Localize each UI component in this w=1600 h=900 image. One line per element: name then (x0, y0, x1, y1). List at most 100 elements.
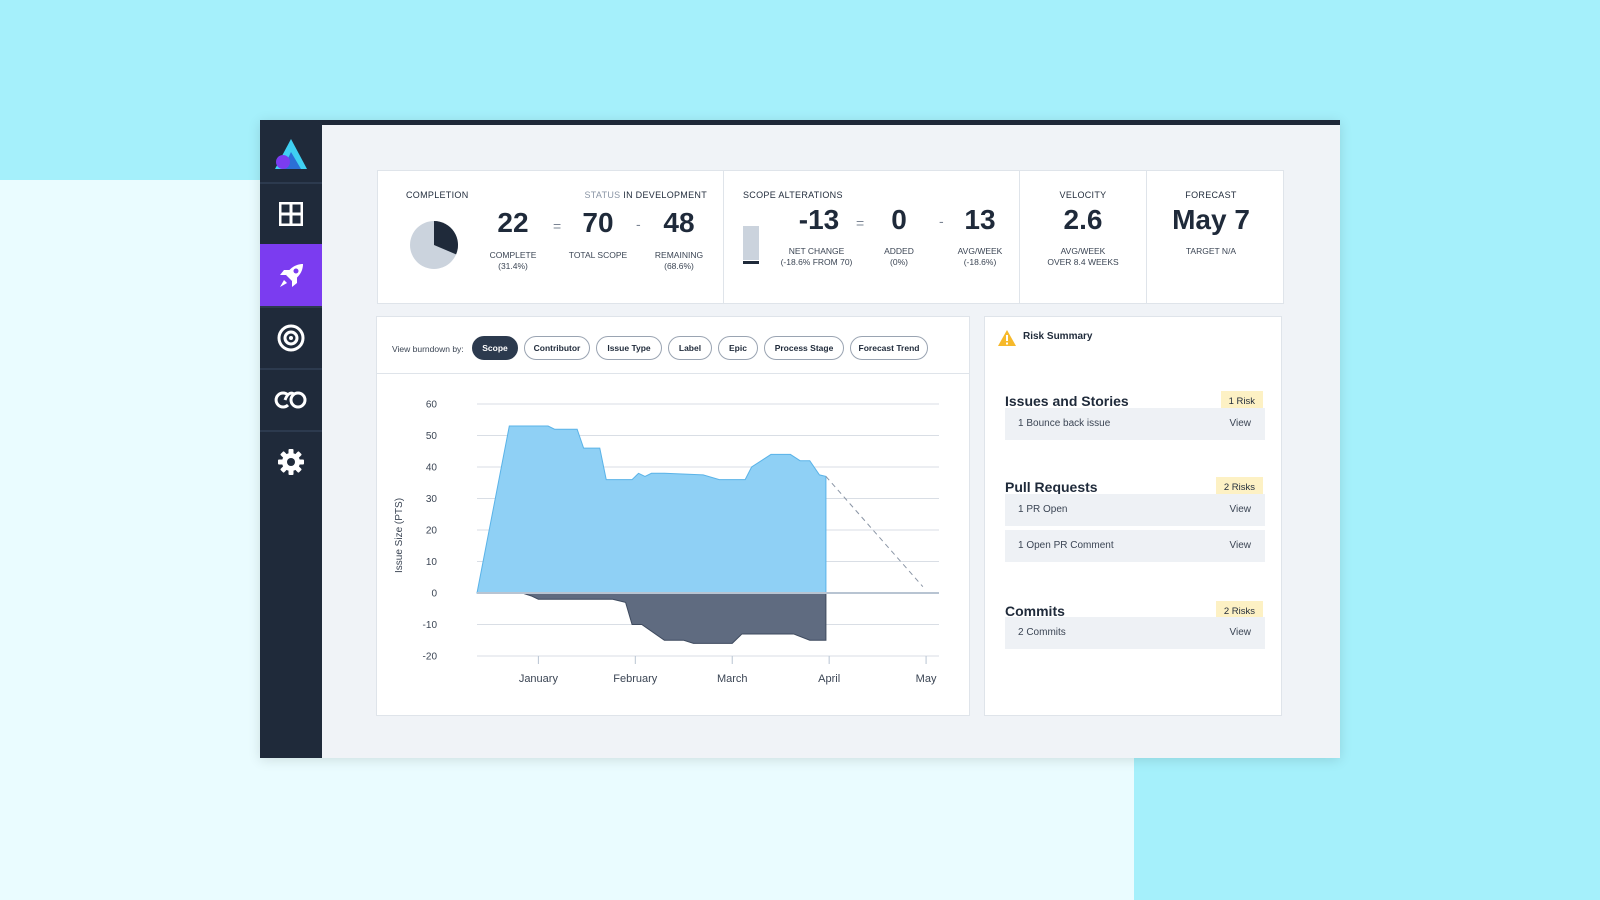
sidebar-item-integrations[interactable] (260, 368, 322, 430)
scope-alterations-section: SCOPE ALTERATIONS -13 = 0 - 13 NET CHANG… (724, 171, 1019, 303)
app-logo[interactable] (260, 125, 322, 182)
scope-bar-baseline (743, 261, 759, 264)
added-sub: (0%) (890, 257, 908, 267)
total-scope-value: 70 (582, 207, 614, 238)
risk-count-badge: 2 Risks (1215, 477, 1263, 497)
burndown-chart: 60 50 40 30 20 10 0 -10 -20 January February March… (394, 400, 939, 685)
forecast-value: May 7 (1172, 204, 1250, 235)
forecast-label: FORECAST (1185, 190, 1237, 200)
risk-row-text: 2 Commits (1018, 627, 1066, 638)
remaining-value: 48 (663, 207, 695, 238)
risk-row-text: 1 Open PR Comment (1018, 540, 1114, 551)
view-link[interactable]: View (1229, 504, 1252, 515)
warning-icon (998, 330, 1016, 346)
y-tick-label: 10 (426, 557, 438, 568)
window-top-bar (260, 120, 1340, 125)
link-loop-icon (274, 391, 307, 409)
filter-pill-process-stage[interactable]: Process Stage (764, 336, 844, 360)
risk-row[interactable]: 2 Commits View (1005, 617, 1265, 649)
sidebar-item-settings[interactable] (260, 430, 322, 492)
remaining-label: REMAINING (654, 250, 704, 260)
velocity-sub1: AVG/WEEK (1060, 246, 1106, 256)
filter-pill-epic[interactable]: Epic (718, 336, 758, 360)
sidebar-item-goals[interactable] (260, 306, 322, 368)
risk-row[interactable]: 1 Bounce back issue View (1005, 408, 1265, 440)
risk-row[interactable]: 1 PR Open View (1005, 494, 1265, 526)
stats-divider (1019, 171, 1020, 303)
status-indicator: STATUS IN DEVELOPMENT (585, 190, 708, 200)
net-change-value: -13 (798, 204, 840, 235)
y-tick-label: 50 (426, 431, 438, 442)
status-value: IN DEVELOPMENT (623, 190, 707, 200)
forecast-section: FORECAST May 7 TARGET N/A (1147, 171, 1283, 303)
scope-area (476, 425, 827, 594)
y-tick-label: -20 (423, 652, 438, 663)
velocity-caption: AVG/WEEK OVER 8.4 WEEKS (1020, 246, 1146, 268)
risk-row-text: 1 PR Open (1018, 504, 1068, 515)
equals-sign: = (856, 215, 865, 231)
x-tick-label: April (818, 673, 840, 685)
logo-icon (275, 138, 307, 169)
burndown-filter-label: View burndown by: (392, 344, 464, 354)
complete-caption: COMPLETE (31.4%) (476, 250, 550, 272)
risk-summary-card: Risk Summary Issues and Stories 1 Risk 1 B… (984, 316, 1282, 716)
avg-week-label: AVG/WEEK (957, 246, 1003, 256)
risk-count-badge: 2 Risks (1215, 601, 1263, 621)
complete-value: 22 (497, 207, 529, 238)
y-tick-label: -10 (423, 620, 438, 631)
x-tick-label: May (916, 673, 937, 685)
avg-week-caption: AVG/WEEK (-18.6%) (950, 246, 1010, 268)
target-icon (277, 324, 305, 352)
x-tick-label: March (717, 673, 748, 685)
view-link[interactable]: View (1229, 627, 1252, 638)
remaining-caption: REMAINING (68.6%) (642, 250, 716, 272)
filter-pill-scope[interactable]: Scope (472, 336, 518, 360)
velocity-label: VELOCITY (1059, 190, 1107, 200)
filter-pill-label[interactable]: Label (668, 336, 712, 360)
filter-pill-issue-type[interactable]: Issue Type (596, 336, 662, 360)
view-link[interactable]: View (1229, 418, 1252, 429)
completion-label: COMPLETION (406, 190, 469, 200)
gear-icon (278, 449, 304, 475)
scope-alterations-label: SCOPE ALTERATIONS (743, 190, 843, 200)
filter-pill-contributor[interactable]: Contributor (524, 336, 590, 360)
y-tick-label: 40 (426, 463, 438, 474)
completion-pie-chart (410, 221, 459, 269)
stats-divider (1146, 171, 1147, 303)
minus-sign: - (636, 216, 641, 232)
y-tick-label: 20 (426, 526, 438, 537)
added-caption: ADDED (0%) (869, 246, 929, 268)
app-window: COMPLETION STATUS IN DEVELOPMENT 22 = 70… (260, 120, 1340, 758)
equals-sign: = (553, 218, 562, 234)
risk-section-title: Issues and Stories (1005, 393, 1129, 409)
scope-removed-area (522, 592, 827, 644)
net-change-sub: (-18.6% FROM 70) (780, 257, 853, 267)
complete-label: COMPLETE (489, 250, 537, 260)
scope-bar-indicator (743, 226, 759, 260)
completion-section: COMPLETION STATUS IN DEVELOPMENT 22 = 70… (378, 171, 723, 303)
sidebar-item-dashboard[interactable] (260, 182, 322, 244)
forecast-trend-line (825, 476, 924, 588)
sidebar-item-delivery[interactable] (260, 244, 322, 306)
risk-section-title: Commits (1005, 603, 1065, 619)
chart-areas (476, 425, 939, 644)
y-axis-ticks: 60 50 40 30 20 10 0 -10 -20 (423, 400, 438, 663)
avg-week-sub: (-18.6%) (963, 257, 997, 267)
y-tick-label: 60 (426, 400, 438, 411)
risk-row[interactable]: 1 Open PR Comment View (1005, 530, 1265, 562)
remaining-percent: (68.6%) (664, 261, 694, 271)
risk-summary-title: Risk Summary (1023, 331, 1093, 342)
y-tick-label: 30 (426, 494, 438, 505)
velocity-sub2: OVER 8.4 WEEKS (1047, 257, 1119, 267)
added-value: 0 (891, 204, 907, 235)
filter-pill-forecast-trend[interactable]: Forecast Trend (850, 336, 928, 360)
risk-count-badge: 1 Risk (1220, 391, 1263, 411)
stats-divider (723, 171, 724, 303)
risk-section-title: Pull Requests (1005, 479, 1098, 495)
view-link[interactable]: View (1229, 540, 1252, 551)
pie-complete-slice (434, 221, 459, 255)
status-label: STATUS (584, 190, 621, 200)
complete-percent: (31.4%) (498, 261, 528, 271)
velocity-value: 2.6 (1063, 204, 1103, 235)
added-label: ADDED (884, 246, 914, 256)
